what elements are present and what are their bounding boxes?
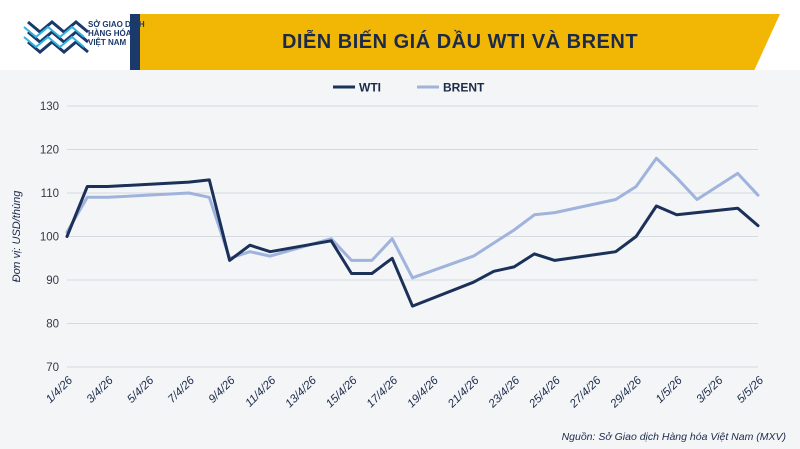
x-tick-label: 11/4/26 [243, 374, 278, 409]
x-tick-label: 27/4/26 [567, 374, 604, 411]
mxv-logo-icon [23, 20, 89, 54]
source-note: Nguồn: Sở Giao dịch Hàng hóa Việt Nam (M… [561, 431, 786, 443]
x-tick-label: 29/4/26 [608, 374, 645, 411]
logo-line: VIỆT NAM [88, 38, 127, 47]
x-tick-label: 3/5/26 [694, 374, 726, 406]
x-tick-label: 21/4/26 [445, 374, 482, 411]
x-tick-label: 1/5/26 [654, 374, 686, 406]
logo-line: HÀNG HÓA [88, 29, 132, 38]
x-tick-label: 25/4/26 [527, 374, 564, 411]
y-tick-label: 130 [40, 101, 59, 113]
x-tick-label: 13/4/26 [283, 374, 319, 410]
y-tick-label: 100 [40, 232, 59, 244]
logo-text: SỞ GIAO DỊCH HÀNG HÓA VIỆT NAM [88, 20, 158, 47]
x-tick-label: 1/4/26 [44, 374, 76, 406]
x-tick-label: 7/4/26 [166, 374, 198, 406]
legend-label-wti: WTI [359, 81, 381, 95]
series-line-brent [65, 156, 760, 280]
y-tick-label: 120 [40, 145, 59, 157]
x-tick-label: 5/4/26 [125, 374, 157, 406]
series-line-wti [65, 178, 760, 308]
x-tick-label: 5/5/26 [735, 374, 767, 406]
x-tick-label: 17/4/26 [365, 374, 401, 410]
title-banner [140, 14, 780, 70]
header: DIỄN BIẾN GIÁ DẦU WTI VÀ BRENT SỞ GIAO D… [0, 0, 800, 70]
x-tick-label: 23/4/26 [486, 374, 523, 411]
y-tick-label: 90 [46, 275, 59, 287]
x-tick-label: 9/4/26 [207, 374, 239, 406]
y-tick-label: 80 [46, 319, 59, 331]
x-tick-label: 3/4/26 [85, 374, 117, 406]
x-tick-label: 19/4/26 [405, 374, 441, 410]
x-tick-label: 15/4/26 [324, 374, 360, 410]
y-tick-label: 110 [41, 188, 59, 200]
y-axis-label: Đơn vị: USD/thùng [11, 190, 23, 283]
legend-label-brent: BRENT [443, 81, 485, 95]
page-title: DIỄN BIẾN GIÁ DẦU WTI VÀ BRENT [281, 30, 639, 53]
price-chart: 70 80 90 100 110 120 130 Đơn vị: USD/thùng 1/4/2… [11, 81, 767, 411]
y-tick-label: 70 [46, 362, 59, 374]
logo-line: SỞ GIAO DỊCH [88, 20, 145, 29]
